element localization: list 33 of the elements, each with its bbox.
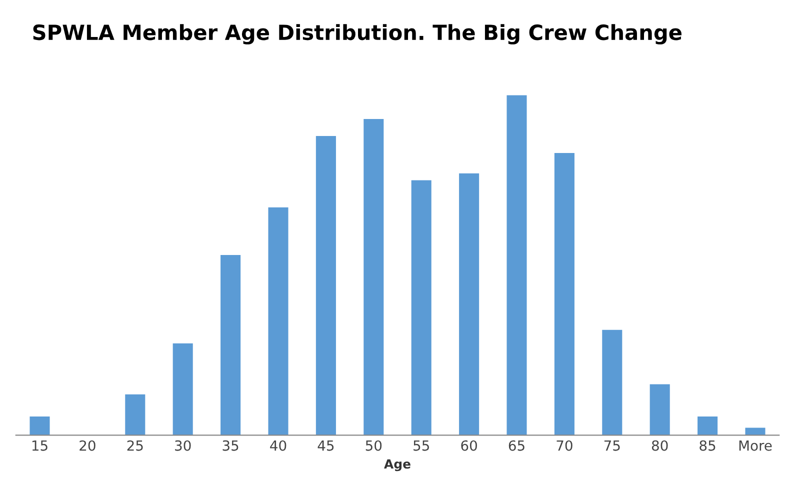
x-tick-label: 60 <box>461 440 477 451</box>
x-tick-label: 20 <box>80 440 96 451</box>
bar <box>268 207 288 436</box>
x-tick-label: More <box>739 440 772 451</box>
x-tick-label: 25 <box>127 440 143 451</box>
bar <box>125 394 146 436</box>
x-tick-label: 65 <box>508 440 524 451</box>
x-tick-label: 70 <box>556 440 572 451</box>
x-tick-label: 40 <box>270 440 286 451</box>
x-tick-label: 35 <box>222 440 238 451</box>
bar <box>316 136 336 436</box>
bar <box>650 384 670 436</box>
x-tick-label: 50 <box>366 440 382 451</box>
bar <box>459 173 480 436</box>
bar <box>602 330 622 436</box>
bar <box>698 416 718 436</box>
bar <box>411 180 432 436</box>
chart-title: SPWLA Member Age Distribution. The Big Crew Change <box>33 24 682 44</box>
bar <box>30 416 50 436</box>
bar <box>172 343 193 436</box>
x-tick-label: 55 <box>414 440 429 451</box>
bar <box>554 153 574 436</box>
bar <box>745 428 766 436</box>
x-axis-title: Age <box>384 459 410 472</box>
bar <box>220 255 241 436</box>
x-tick-label: 80 <box>652 440 668 451</box>
x-tick-label: 45 <box>318 440 334 451</box>
bar <box>364 119 384 436</box>
bar <box>506 95 527 436</box>
x-tick-label: 75 <box>604 440 620 451</box>
x-tick-label: 85 <box>700 440 716 451</box>
x-tick-label: 30 <box>175 440 191 451</box>
x-tick-label: 15 <box>32 440 48 451</box>
